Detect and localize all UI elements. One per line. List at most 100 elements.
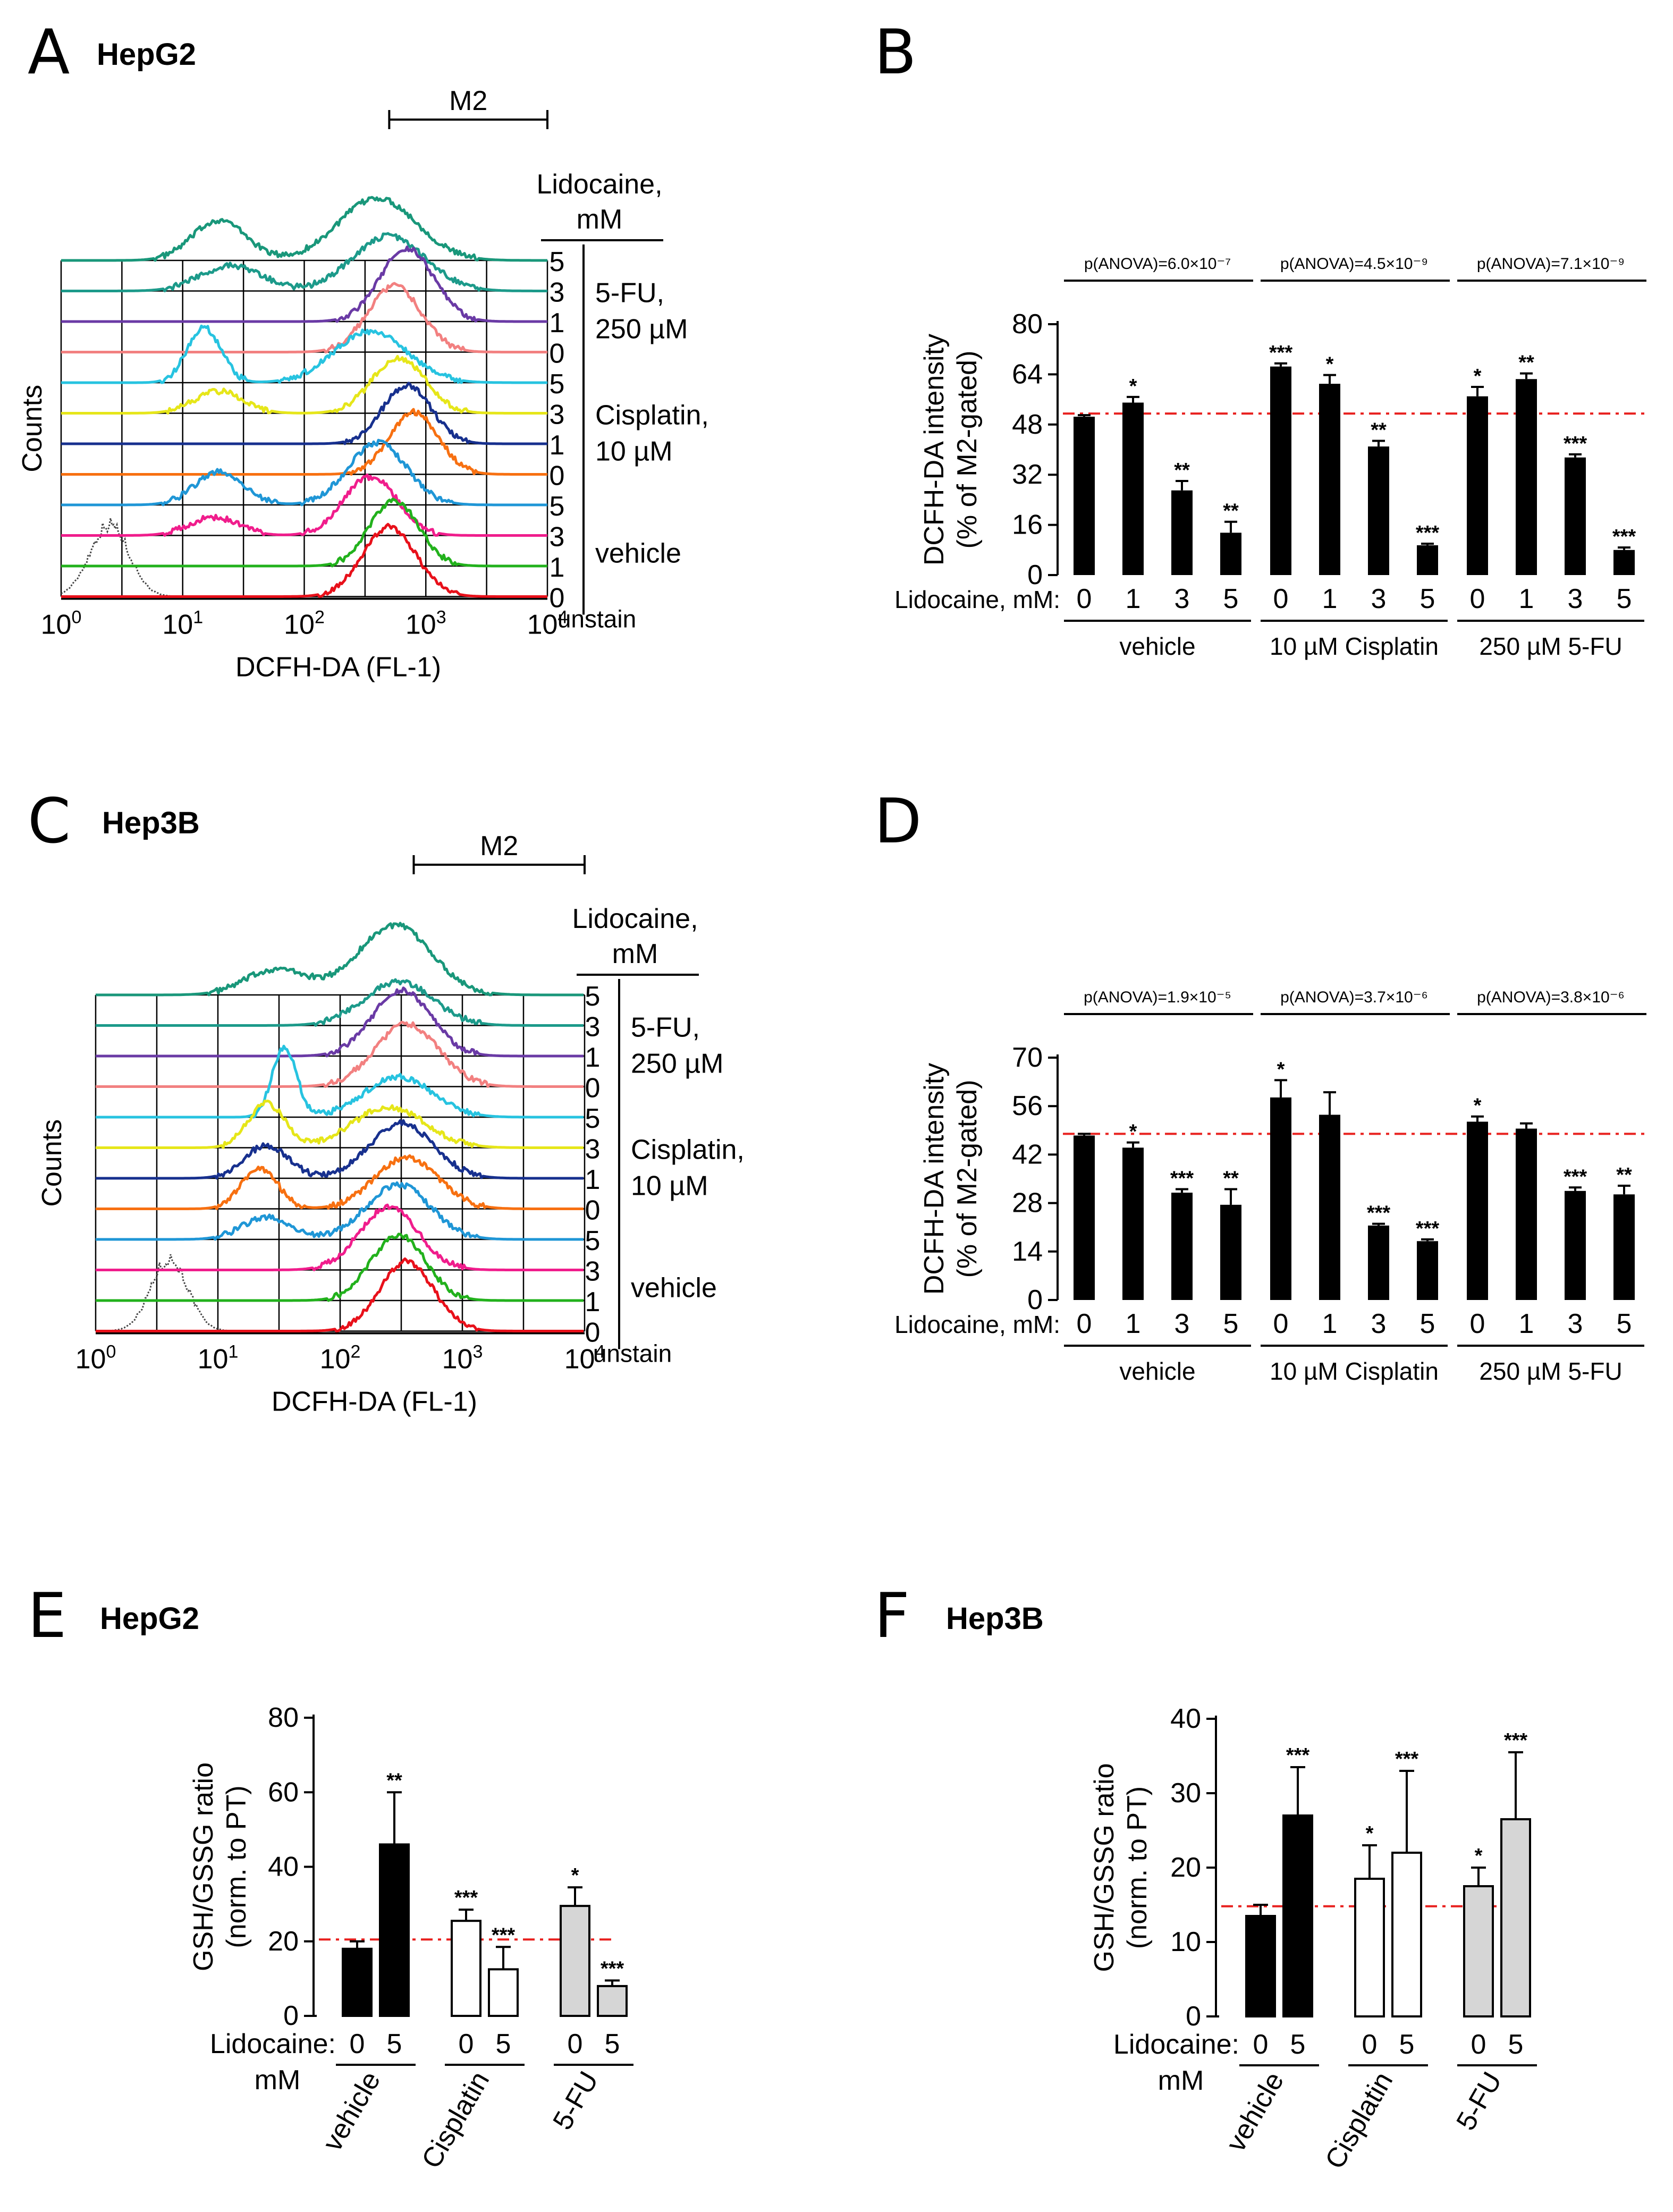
- significance-marker: **: [1174, 459, 1190, 482]
- x-category-label: 5: [1223, 1308, 1239, 1339]
- legend-group-unit: 250 µM: [595, 314, 688, 344]
- histogram-cisplatin-3: [61, 354, 547, 415]
- y-axis-label: GSH/GSSG ratio: [188, 1762, 219, 1971]
- legend-group-label: vehicle: [595, 538, 681, 569]
- x-tick-label: 102: [320, 1342, 361, 1375]
- x-category-label: 3: [1175, 1308, 1190, 1339]
- legend-dose: 5: [585, 1103, 601, 1134]
- significance-marker: ***: [492, 1924, 516, 1946]
- x-prefix-unit: mM: [255, 2065, 301, 2096]
- y-tick-label: 30: [1170, 1778, 1201, 1809]
- significance-marker: *: [571, 1864, 579, 1887]
- group-label: vehicle: [1220, 2067, 1290, 2157]
- x-category-label: 5: [1617, 1308, 1632, 1339]
- legend-dose: 0: [585, 1073, 601, 1104]
- significance-marker: *: [1475, 1845, 1483, 1867]
- bar: [597, 1985, 628, 2017]
- x-category-label: 5: [496, 2029, 511, 2059]
- panel-c-title: Hep3B: [102, 806, 200, 840]
- y-tick-label: 0: [1027, 1285, 1043, 1315]
- x-category-label: 0: [459, 2029, 474, 2059]
- x-category-label: 0: [568, 2029, 583, 2059]
- legend-group-label: 5-FU,: [631, 1012, 700, 1043]
- legend-dose: 1: [550, 430, 565, 461]
- y-tick-label: 16: [1012, 510, 1043, 541]
- anova-label: p(ANOVA)=6.0×10⁻⁷: [1084, 255, 1231, 273]
- group-label: vehicle: [1119, 1357, 1195, 1385]
- histogram-cisplatin-0: [96, 1154, 584, 1210]
- y-tick-label: 20: [268, 1926, 299, 1957]
- panel-b-bar-chart: 0 16 32 48 64 80 DCFH-DA intensity (% of M2-gat…: [894, 255, 1646, 660]
- panel-a-letter: A: [28, 16, 70, 88]
- x-category-label: 3: [1568, 1308, 1583, 1339]
- anova-label: p(ANOVA)=3.7×10⁻⁶: [1280, 989, 1428, 1006]
- y-tick-label: 0: [283, 2000, 299, 2031]
- x-category-label: 1: [1126, 584, 1141, 614]
- significance-marker: **: [1616, 1164, 1632, 1186]
- bar: [1516, 1128, 1537, 1300]
- anova-label: p(ANOVA)=3.8×10⁻⁶: [1477, 989, 1625, 1006]
- significance-marker: *: [1326, 353, 1334, 376]
- significance-marker: ***: [1416, 522, 1440, 544]
- unstain-histogram: [95, 1254, 243, 1332]
- panel-e-title: HepG2: [100, 1601, 199, 1636]
- significance-marker: **: [1518, 352, 1534, 374]
- bar: [1417, 1241, 1438, 1300]
- legend-dose: 3: [550, 277, 565, 308]
- bar: [1245, 1915, 1276, 2017]
- x-prefix-label: Lidocaine, mM:: [894, 586, 1060, 613]
- bar: [1074, 417, 1095, 575]
- y-axis-label-unit: (norm. to PT): [221, 1785, 252, 1948]
- histogram-vehicle-5: [61, 438, 547, 506]
- histogram-vehicle-0: [61, 522, 547, 598]
- y-axis-label-unit: (% of M2-gated): [952, 351, 983, 549]
- bar: [1467, 1121, 1488, 1300]
- bar: [1417, 545, 1438, 575]
- bar: [1220, 1204, 1241, 1300]
- y-axis-label-unit: (norm. to PT): [1122, 1786, 1153, 1949]
- x-prefix-unit: mM: [1158, 2065, 1204, 2096]
- group-label: Cisplatin: [1319, 2067, 1399, 2174]
- legend-dose: 5: [585, 981, 601, 1012]
- bar: [1368, 446, 1389, 575]
- legend-dose: 5: [550, 247, 565, 277]
- group-label: Cisplatin: [416, 2066, 495, 2174]
- y-tick-label: 0: [1027, 560, 1043, 590]
- x-tick-label: 104: [564, 1342, 605, 1375]
- histogram-fu-5: [96, 922, 584, 997]
- bar: [1463, 1885, 1494, 2017]
- histogram-vehicle-1: [61, 497, 547, 568]
- y-tick-label: 14: [1012, 1236, 1043, 1267]
- x-category-label: 5: [1420, 1308, 1435, 1339]
- panel-b-letter: B: [874, 16, 917, 88]
- significance-marker: **: [386, 1769, 402, 1792]
- significance-marker: ***: [1367, 1202, 1391, 1225]
- panel-a-title: HepG2: [97, 37, 196, 72]
- significance-marker: **: [1223, 500, 1239, 522]
- bar: [1282, 1814, 1313, 2017]
- legend-dose: 0: [550, 339, 565, 369]
- y-axis-label: GSH/GSSG ratio: [1089, 1763, 1120, 1972]
- y-tick-label: 10: [1170, 1927, 1201, 1957]
- x-category-label: 5: [605, 2029, 620, 2059]
- bar: [1467, 396, 1488, 575]
- histogram-vehicle-3: [96, 1203, 584, 1271]
- significance-marker: ***: [1286, 1744, 1310, 1767]
- y-axis-label-unit: (% of M2-gated): [952, 1080, 983, 1278]
- histogram-cisplatin-5: [61, 324, 547, 384]
- legend-dose: 0: [550, 583, 565, 614]
- significance-marker: ***: [1564, 1166, 1587, 1188]
- y-tick-label: 70: [1012, 1042, 1043, 1073]
- x-category-label: 0: [350, 2029, 365, 2059]
- legend-dose: 5: [550, 369, 565, 400]
- y-tick-label: 64: [1012, 359, 1043, 390]
- bar: [1500, 1818, 1531, 2017]
- y-axis-label: Counts: [17, 385, 48, 472]
- bar: [488, 1968, 519, 2017]
- legend-header-unit: mM: [612, 939, 658, 969]
- legend-dose: 3: [585, 1012, 601, 1043]
- histogram-cisplatin-5: [96, 1044, 584, 1119]
- significance-marker: ***: [1416, 1218, 1440, 1240]
